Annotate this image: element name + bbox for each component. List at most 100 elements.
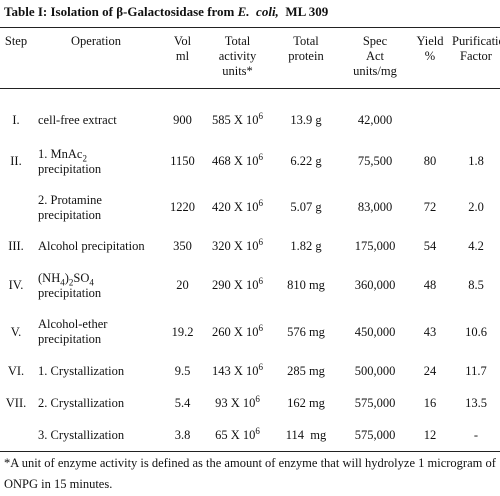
table-cell: 175,000 [342,231,408,263]
table-header: Step Operation Vol ml Total activity units* Tot… [0,27,500,89]
table-cell: 900 [160,89,205,139]
header-cell: Operation [32,28,160,89]
superscript: 6 [258,275,264,286]
table-cell: 9.5 [160,356,205,388]
cell-text: Operation [71,34,121,48]
cell-text: 83,000 [357,200,393,214]
table-cell: 575,000 [342,388,408,420]
cell-line: Total [224,34,251,48]
cell-text: 576 mg [287,324,325,339]
table-cell: 1.82 g [270,231,342,263]
header-cell: Yield% [408,28,452,89]
table-cell: 1150 [160,139,205,185]
text-segment: 93 X 10 [215,396,256,410]
table-cell: 12 [408,420,452,452]
table-cell: II. [0,139,32,185]
superscript: 6 [258,111,264,122]
table-cell: 1220 [160,185,205,231]
cell-line: Alcohol-ether [38,317,108,331]
table-cell: IV. [0,263,32,309]
table-cell: 2. Protamine precipitation [32,185,160,231]
cell-line: % [424,49,436,63]
table-cell: 13.9 g [270,89,342,139]
cell-text: 72 [423,200,437,214]
table-row: 3. Crystallization 3.8 65 X 106 114 mg 575,0… [0,420,500,452]
cell-line: 65 X 106 [205,425,270,443]
table-cell: - [452,420,500,452]
cell-text: 75,500 [357,154,393,168]
table-cell: 143 X 106 [205,356,270,388]
table-cell: 48 [408,263,452,309]
table-cell: III. [0,231,32,263]
cell-text: IV. [8,278,24,292]
table-cell: Alcohol-ether precipitation [32,309,160,356]
text-segment: 290 X 10 [211,278,259,292]
text-segment: 260 X 10 [211,324,259,339]
cell-text: VI. [7,364,25,378]
cell-text: 360,000 [354,278,396,292]
cell-line: precipitation [38,207,102,222]
table-cell: 20 [160,263,205,309]
table-cell: 75,500 [342,139,408,185]
cell-text: 114 mg [285,427,327,442]
text-segment: ) [64,270,69,285]
table-cell [408,89,452,139]
table-cell: 576 mg [270,309,342,356]
table-cell: 585 X 106 [205,89,270,139]
table-cell: (NH4)2SO4 precipitation [32,263,160,309]
table-cell: 4.2 [452,231,500,263]
cell-text: 8.5 [468,278,484,292]
cell-text: 3. Crystallization [38,427,125,442]
cell-text: 162 mg [287,396,325,410]
italic-text: E. coli, [237,4,279,19]
table-cell: 3. Crystallization [32,420,160,452]
table-cell: 2.0 [452,185,500,231]
cell-text: 42,000 [357,113,393,128]
cell-line: 585 X 106 [205,111,270,128]
superscript: 6 [258,361,264,372]
table-cell: 114 mg [270,420,342,452]
cell-text: 43 [423,324,437,339]
table-cell: 350 [160,231,205,263]
cell-text: 2. Crystallization [38,396,125,410]
text-segment: SO [73,270,90,285]
table-row: IV. (NH4)2SO4 precipitation 20 290 X 106 810 … [0,263,500,309]
cell-line: 1. MnAc2 [38,147,160,163]
superscript: 6 [255,425,260,436]
cell-text: 1.8 [468,154,484,168]
text-segment: 420 X 10 [211,200,259,214]
table-cell: 83,000 [342,185,408,231]
cell-text: 2.0 [468,200,484,214]
table-cell: 5.07 g [270,185,342,231]
cell-line: Yield [416,34,444,48]
cell-text: 810 mg [287,278,325,292]
table-row: VII. 2. Crystallization 5.4 93 X 106 162 mg 5… [0,388,500,420]
cell-line: 2. Protamine [38,192,102,207]
text-segment: (NH [38,270,61,285]
cell-text: 1150 [170,154,195,168]
cell-text: V. [10,324,22,339]
cell-text: 1. Crystallization [38,364,125,378]
cell-line: Purification [452,34,500,48]
cell-line: 468 X 106 [205,152,270,169]
table-cell: 42,000 [342,89,408,139]
cell-text: 11.7 [465,364,487,378]
table-cell: Alcohol precipitation [32,231,160,263]
cell-text: 1.82 g [290,239,322,253]
table-cell: 468 X 106 [205,139,270,185]
cell-text: 6.22 g [290,154,322,168]
cell-line: Spec [362,34,388,48]
subscript: 4 [89,277,94,287]
table-cell: 450,000 [342,309,408,356]
table-cell: 6.22 g [270,139,342,185]
table-cell: I. [0,89,32,139]
table-row: III. Alcohol precipitation 350 320 X 106 1.8… [0,231,500,263]
header-cell: Spec Act units/mg [342,28,408,89]
text-segment: ML 309 [278,4,329,19]
table-cell: 285 mg [270,356,342,388]
header-cell: Total activity units* [205,28,270,89]
cell-text: II. [10,154,22,168]
table-cell: 260 X 106 [205,309,270,356]
cell-line: 260 X 106 [205,323,270,340]
cell-text: 9.5 [174,364,191,378]
